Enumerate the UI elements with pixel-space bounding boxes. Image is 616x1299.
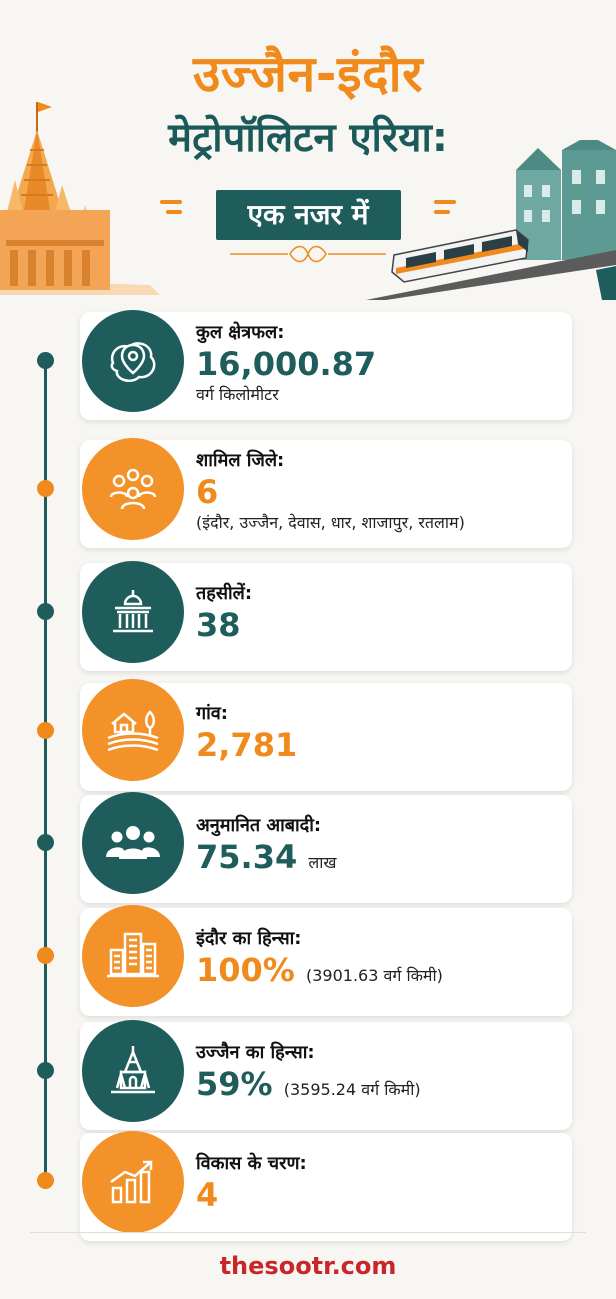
timeline-dot [37,947,54,964]
header: उज्जैन-इंदौर मेट्रोपॉलिटन एरिया: एक नजर … [0,0,616,300]
card-text: गांव: 2,781 [196,703,297,765]
stat-label: शामिल जिले: [196,450,285,471]
card-text: कुल क्षेत्रफल: 16,000.87 वर्ग किलोमीटर [196,322,376,406]
people-group-icon [82,438,184,540]
government-building-icon [82,561,184,663]
timeline-line [44,362,47,1182]
stat-label: कुल क्षेत्रफल: [196,322,285,343]
card-text: उज्जैन का हिन्सा: 59% (3595.24 वर्ग किमी… [196,1042,421,1110]
stat-value: 4 [196,1176,219,1214]
stat-label: गांव: [196,703,229,724]
stat-label: उज्जैन का हिन्सा: [196,1042,315,1063]
card-text: तहसीलें: 38 [196,583,252,645]
stat-value: 38 [196,606,241,644]
district-list: (इंदौर, उज्जैन, देवास, धार, शाजापुर, रतल… [196,513,465,532]
temple-icon [82,1020,184,1122]
village-farm-icon [82,679,184,781]
timeline-dot [37,834,54,851]
title-line-2: मेट्रोपॉलिटन एरिया: [168,115,448,161]
population-icon [82,792,184,894]
stat-label: तहसीलें: [196,583,253,604]
map-pin-area-icon [82,310,184,412]
temple-illustration [0,102,160,295]
footer-brand: thesootr.com [219,1252,397,1280]
timeline-dot [37,1172,54,1189]
timeline-dot [37,722,54,739]
stat-value: 59% [196,1065,273,1103]
stat-area-note: (3901.63 वर्ग किमी) [306,966,443,985]
stat-value: 6 [196,473,219,511]
growth-chart-icon [82,1131,184,1233]
timeline-dot [37,480,54,497]
stat-area-note: (3595.24 वर्ग किमी) [283,1080,421,1099]
stat-value-row: 75.34 लाख [196,837,336,883]
stat-value: 16,000.87 [196,345,377,383]
decorative-dash [434,210,450,214]
stat-label: अनुमानित आबादी: [196,815,322,836]
stat-label: विकास के चरण: [196,1153,307,1174]
timeline-dot [37,1062,54,1079]
stat-value: 100% [196,951,295,989]
title-line-1: उज्जैन-इंदौर [192,45,424,103]
timeline-dot [37,352,54,369]
subtitle-wrap: एक नजर में [0,190,616,240]
stat-label: इंदौर का हिन्सा: [196,928,302,949]
flourish-divider-icon [230,245,386,263]
stat-value: 2,781 [196,726,298,764]
stat-value-row: 59% (3595.24 वर्ग किमी) [196,1064,421,1110]
decorative-dash [160,200,182,204]
stat-unit: वर्ग किलोमीटर [196,385,279,404]
decorative-dash [434,200,456,204]
stat-value: 75.34 [196,838,298,876]
subtitle-badge: एक नजर में [215,190,401,240]
stat-value-row: 100% (3901.63 वर्ग किमी) [196,950,443,996]
stat-unit: लाख [308,853,337,872]
card-text: अनुमानित आबादी: 75.34 लाख [196,815,336,883]
card-text: विकास के चरण: 4 [196,1153,307,1215]
decorative-dash [166,210,182,214]
timeline-dot [37,603,54,620]
footer-divider [30,1232,586,1233]
metro-city-illustration [366,140,616,300]
city-buildings-icon [82,905,184,1007]
card-text: शामिल जिले: 6 (इंदौर, उज्जैन, देवास, धार… [196,450,465,534]
card-text: इंदौर का हिन्सा: 100% (3901.63 वर्ग किमी… [196,928,443,996]
